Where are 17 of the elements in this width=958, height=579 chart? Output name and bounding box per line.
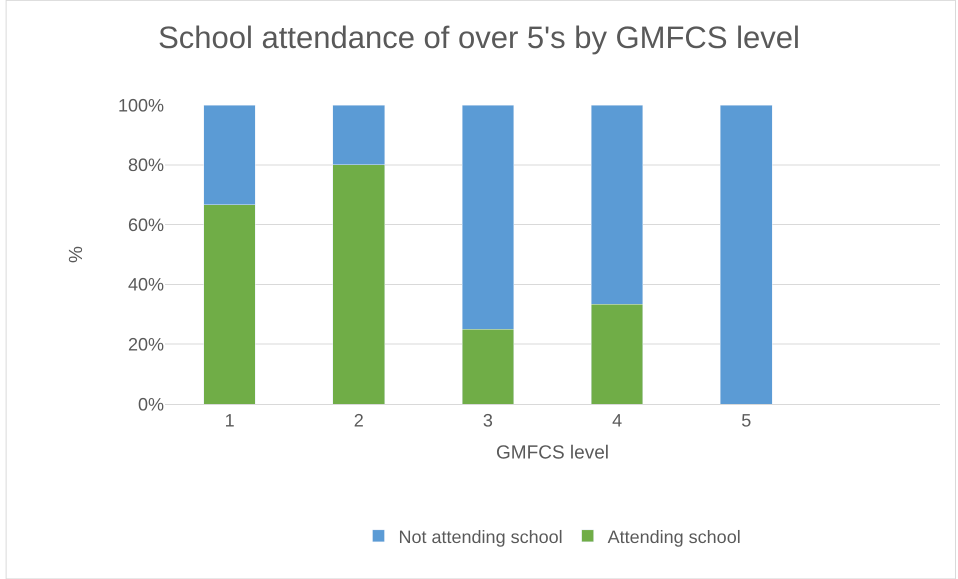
y-tick-label: 20%: [128, 334, 164, 354]
x-tick-label: 1: [224, 410, 235, 431]
x-tick-label: 3: [482, 410, 493, 431]
y-tick-label: 40%: [128, 274, 164, 295]
x-tick-label: 5: [741, 410, 752, 431]
y-tick-label: 100%: [118, 95, 164, 116]
x-tick-label: 4: [612, 410, 622, 431]
chart-title: School attendance of over 5's by GMFCS level: [158, 20, 800, 55]
legend-label: Attending school: [608, 526, 741, 547]
y-tick-label: 60%: [128, 214, 164, 235]
x-axis-title: GMFCS level: [496, 442, 609, 464]
y-tick-label: 0%: [138, 394, 164, 414]
x-tick-label: 2: [354, 410, 364, 431]
y-axis-title: %: [66, 246, 87, 263]
bar: [720, 105, 772, 404]
legend-label: Not attending school: [398, 526, 563, 547]
y-tick-label: 80%: [128, 155, 164, 176]
